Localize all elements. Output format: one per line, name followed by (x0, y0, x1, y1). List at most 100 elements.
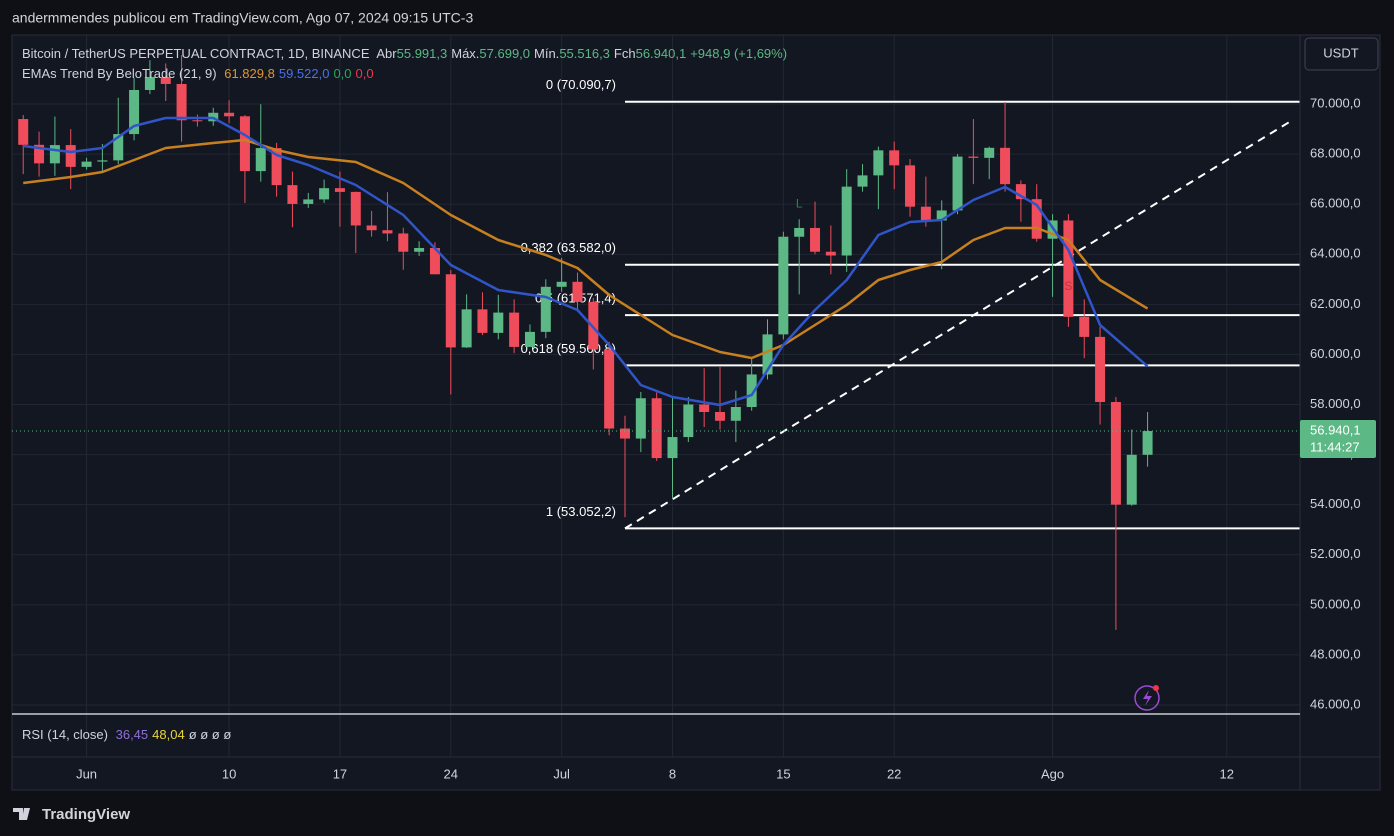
ohlc-value: 57.699,0 (479, 46, 531, 61)
signal-marker: S (1064, 279, 1072, 293)
x-tick-label: 15 (776, 766, 790, 781)
signal-marker: L (796, 196, 803, 210)
fib-label: 1 (53.052,2) (546, 504, 616, 519)
indicator-value: 0,0 (333, 66, 352, 81)
candle-body (889, 150, 900, 166)
ema-line (23, 138, 1149, 360)
ohlc-label: Máx. (451, 46, 480, 61)
x-tick-label: 8 (669, 766, 676, 781)
y-tick-label: 54.000,0 (1310, 496, 1361, 511)
indicator-row: EMAs Trend By BeloTrade (21, 9) 61.829,8… (22, 66, 378, 81)
candle-body (429, 247, 440, 275)
ohlc-label: Mín. (534, 46, 560, 61)
brand: TradingView (42, 806, 130, 823)
candle-body (762, 334, 773, 375)
candle-body (936, 210, 947, 221)
legend-row: Bitcoin / TetherUS PERPETUAL CONTRACT, 1… (22, 46, 791, 61)
candle-body (445, 274, 456, 348)
alert-bolt (1143, 690, 1152, 706)
candle-body (224, 112, 235, 117)
candle-body (572, 281, 583, 302)
candle-body (461, 309, 472, 348)
y-tick-label: 50.000,0 (1310, 596, 1361, 611)
ohlc-value: 56.940,1 (635, 46, 687, 61)
ohlc-value: 55.516,3 (559, 46, 610, 61)
alert-dot (1153, 685, 1159, 691)
symbol-title: Bitcoin / TetherUS PERPETUAL CONTRACT, 1… (22, 46, 370, 61)
currency-box[interactable] (1304, 37, 1379, 71)
x-tick-label: 12 (1220, 766, 1234, 781)
candle-body (129, 89, 140, 135)
candle-body (1095, 336, 1106, 402)
grid (12, 35, 1300, 757)
candle-body (81, 161, 92, 167)
candle-body (509, 312, 520, 347)
candle-body (1031, 199, 1042, 239)
candle-body (524, 331, 535, 347)
x-tick-label: Jun (76, 766, 97, 781)
candle-body (683, 404, 694, 438)
rsi-row: RSI (14, close) 36,45 48,04 ø ø ø ø (22, 727, 235, 742)
candle-body (952, 156, 963, 211)
indicator-name: EMAs Trend By BeloTrade (21, 9) (22, 66, 217, 81)
indicator-value: 59.522,0 (278, 66, 330, 81)
candle-body (1142, 431, 1153, 455)
candle-body (857, 175, 868, 187)
y-tick-label: 68.000,0 (1310, 146, 1361, 161)
candle-body (239, 116, 250, 172)
candle-body (49, 145, 60, 164)
candle-body (841, 186, 852, 256)
change: +948,9 (+1,69%) (690, 46, 788, 61)
fib-label: 0 (70.090,7) (546, 77, 616, 92)
candle-body (97, 160, 108, 162)
candle-body (34, 144, 45, 164)
candle-body (398, 233, 409, 252)
rsi-value: 48,04 (152, 727, 185, 742)
candle-body (825, 251, 836, 256)
countdown: 11:44:27 (1310, 439, 1360, 454)
y-tick-label: 52.000,0 (1310, 546, 1361, 561)
y-tick-label: 58.000,0 (1310, 396, 1361, 411)
ema-line (23, 116, 1149, 407)
x-tick-label: Jul (553, 766, 570, 781)
candle-body (715, 412, 726, 421)
candle-body (920, 206, 931, 221)
y-tick-label: 46.000,0 (1310, 696, 1361, 711)
rsi-name: RSI (14, close) (22, 727, 108, 742)
last-price-label: 56.940,1 (1310, 422, 1361, 437)
y-tick-label: 64.000,0 (1310, 246, 1361, 261)
candle-body (160, 76, 171, 84)
rsi-extra: ø ø ø ø (188, 727, 232, 742)
candle-body (271, 148, 282, 186)
y-tick-label: 66.000,0 (1310, 196, 1361, 211)
candle-body (540, 286, 551, 332)
alert-icon[interactable] (1134, 685, 1160, 711)
candle-body (192, 120, 203, 122)
candle-body (303, 199, 314, 204)
candle-body (873, 150, 884, 176)
fib-label: 0,382 (63.582,0) (521, 240, 616, 255)
x-tick-label: 24 (444, 766, 458, 781)
candle-body (1079, 316, 1090, 337)
trendline (624, 120, 1291, 530)
ohlc-label: Abr (376, 46, 397, 61)
y-tick-label: 60.000,0 (1310, 346, 1361, 361)
candle-body (984, 147, 995, 158)
candle-body (1110, 401, 1121, 505)
candle-body (366, 225, 377, 231)
candle-body (255, 148, 266, 172)
candle-body (1000, 147, 1011, 185)
candle-body (493, 312, 504, 333)
candle-body (794, 227, 805, 237)
x-tick-label: 10 (222, 766, 236, 781)
y-tick-label: 70.000,0 (1310, 95, 1361, 110)
candle-body (350, 191, 361, 226)
candle-body (477, 309, 488, 333)
last-price-box (1300, 420, 1376, 459)
indicator-value: 0,0 (355, 66, 374, 81)
candle-body (730, 407, 741, 421)
candle-body (334, 188, 345, 192)
candle-body (319, 188, 330, 200)
candle-body (667, 437, 678, 459)
